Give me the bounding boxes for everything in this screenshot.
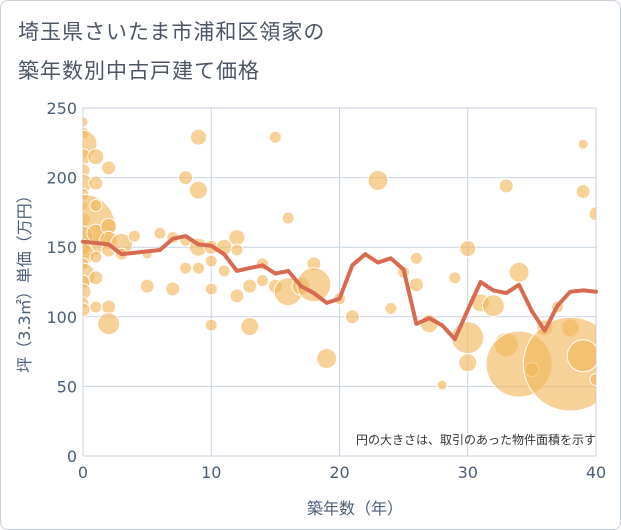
bubble-point: [191, 261, 205, 275]
x-tick-label: 20: [329, 463, 349, 482]
bubble-point: [178, 170, 194, 186]
bubble-point: [508, 261, 530, 283]
bubble-point: [89, 300, 103, 314]
bubble-point: [165, 281, 181, 297]
bubble-point: [296, 267, 332, 303]
bubble-point: [189, 128, 207, 146]
bubble-point: [139, 278, 155, 294]
bubble-point: [88, 270, 104, 286]
bubble-point: [408, 277, 424, 293]
y-tick-label: 150: [46, 238, 77, 257]
x-axis-label: 築年数（年）: [307, 499, 403, 518]
bubble-point: [83, 116, 89, 128]
bubble-point: [217, 264, 231, 278]
bubble-point: [179, 261, 193, 275]
bubble-point: [459, 240, 477, 258]
x-tick-label: 0: [78, 463, 88, 482]
chart-title-line1: 埼玉県さいたま市浦和区領家の: [18, 20, 326, 44]
x-tick-label: 10: [201, 463, 221, 482]
bubble-point: [575, 184, 591, 200]
bubble-point: [481, 294, 505, 318]
y-tick-label: 50: [57, 377, 77, 396]
bubble-point: [83, 302, 91, 318]
bubble-point: [153, 226, 167, 240]
bubble-point: [229, 288, 245, 304]
bubble-point: [89, 198, 103, 212]
size-note: 円の大きさは、取引のあった物件面積を示す: [356, 432, 596, 447]
bubble-point: [367, 169, 389, 191]
bubble-point: [588, 206, 596, 222]
y-tick-label: 0: [67, 447, 77, 466]
bubble-point: [409, 251, 423, 265]
bubble-point: [97, 312, 121, 336]
y-tick-label: 250: [46, 99, 77, 118]
bubble-point: [240, 317, 260, 337]
bubble-point: [448, 271, 462, 285]
bubble-point: [458, 353, 478, 373]
bubble-point: [256, 274, 270, 288]
bubble-point: [101, 299, 117, 315]
bubble-point: [88, 175, 104, 191]
bubble-point: [316, 348, 338, 370]
bubble-point: [589, 372, 596, 386]
bubble-point: [101, 160, 117, 176]
bubble-point: [89, 250, 103, 264]
chart-title-line2: 築年数別中古戸建て価格: [18, 59, 260, 83]
bubble-point: [344, 309, 360, 325]
average-line: [81, 234, 598, 342]
bubble-point: [384, 301, 398, 315]
bubble-point: [188, 180, 208, 200]
bubble-point: [230, 243, 244, 257]
bubble-point: [268, 130, 282, 144]
y-tick-label: 200: [46, 169, 77, 188]
bubble-point: [204, 254, 218, 268]
bubble-point: [436, 379, 448, 391]
bubble-point: [242, 278, 258, 294]
bubble-point: [204, 282, 218, 296]
bubble-point: [127, 229, 141, 243]
y-tick-label: 100: [46, 308, 77, 327]
bubble-point: [577, 138, 589, 150]
bubble-point: [83, 283, 92, 301]
bubble-point: [87, 148, 105, 166]
x-tick-label: 30: [458, 463, 478, 482]
bubble-point: [281, 211, 295, 225]
y-axis-label: 坪（3.3㎡）単価（万円）: [15, 187, 34, 372]
bubble-point: [228, 228, 246, 246]
bubble-point: [566, 339, 596, 373]
line-series: [81, 234, 598, 342]
bubble-point: [498, 178, 514, 194]
x-tick-label: 40: [586, 463, 606, 482]
bubble-point: [204, 318, 218, 332]
axis-ticks: 0 50 100 150 200 250 0 10 20 30 40: [46, 99, 606, 482]
bubble-series: [83, 116, 596, 412]
